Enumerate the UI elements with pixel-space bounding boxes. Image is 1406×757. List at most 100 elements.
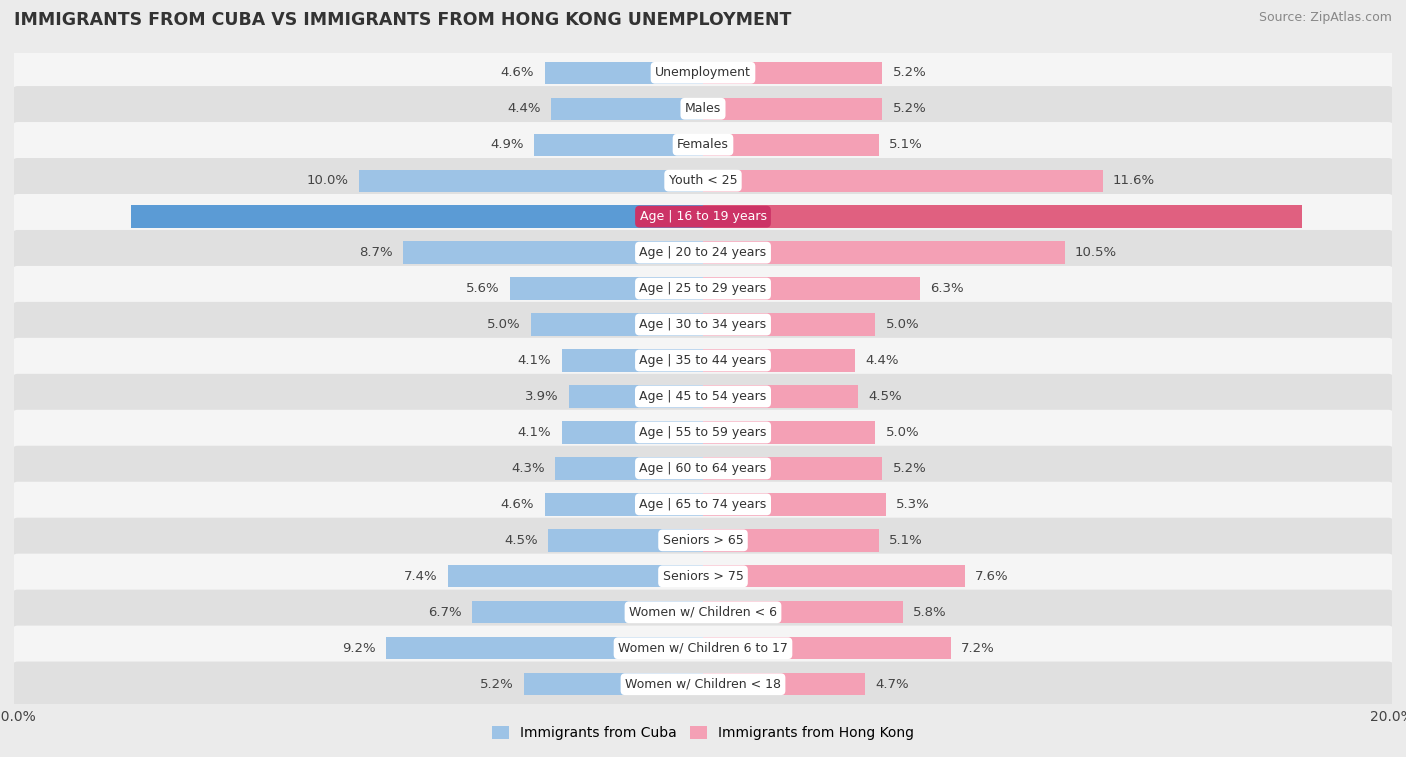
Text: 17.4%: 17.4% bbox=[713, 210, 759, 223]
Text: 5.0%: 5.0% bbox=[886, 318, 920, 331]
Bar bbox=[703, 133, 879, 156]
Text: 7.2%: 7.2% bbox=[962, 642, 995, 655]
Text: 4.6%: 4.6% bbox=[501, 67, 534, 79]
Bar bbox=[472, 601, 703, 624]
Bar bbox=[703, 565, 965, 587]
Text: Age | 16 to 19 years: Age | 16 to 19 years bbox=[640, 210, 766, 223]
Bar bbox=[568, 385, 703, 407]
FancyBboxPatch shape bbox=[13, 481, 1393, 527]
Bar bbox=[703, 385, 858, 407]
Text: Seniors > 65: Seniors > 65 bbox=[662, 534, 744, 547]
Text: 5.1%: 5.1% bbox=[889, 534, 922, 547]
Bar bbox=[359, 170, 703, 192]
Bar bbox=[703, 350, 855, 372]
FancyBboxPatch shape bbox=[13, 446, 1393, 491]
Text: 6.3%: 6.3% bbox=[931, 282, 965, 295]
FancyBboxPatch shape bbox=[13, 518, 1393, 563]
Text: 6.7%: 6.7% bbox=[429, 606, 461, 618]
Bar bbox=[531, 313, 703, 335]
Text: Age | 65 to 74 years: Age | 65 to 74 years bbox=[640, 498, 766, 511]
Bar bbox=[703, 205, 1302, 228]
Bar bbox=[562, 350, 703, 372]
Text: 16.6%: 16.6% bbox=[647, 210, 693, 223]
Text: Females: Females bbox=[678, 139, 728, 151]
FancyBboxPatch shape bbox=[13, 50, 1393, 95]
Text: 5.2%: 5.2% bbox=[893, 462, 927, 475]
Text: 5.8%: 5.8% bbox=[912, 606, 946, 618]
Text: IMMIGRANTS FROM CUBA VS IMMIGRANTS FROM HONG KONG UNEMPLOYMENT: IMMIGRANTS FROM CUBA VS IMMIGRANTS FROM … bbox=[14, 11, 792, 30]
Bar bbox=[524, 673, 703, 696]
Bar bbox=[703, 422, 875, 444]
Text: 10.0%: 10.0% bbox=[307, 174, 349, 187]
Text: Males: Males bbox=[685, 102, 721, 115]
Text: 5.2%: 5.2% bbox=[893, 102, 927, 115]
FancyBboxPatch shape bbox=[13, 302, 1393, 347]
Text: 4.5%: 4.5% bbox=[869, 390, 903, 403]
Bar bbox=[703, 494, 886, 516]
Bar bbox=[703, 241, 1064, 263]
Bar bbox=[703, 277, 920, 300]
Bar bbox=[544, 494, 703, 516]
Legend: Immigrants from Cuba, Immigrants from Hong Kong: Immigrants from Cuba, Immigrants from Ho… bbox=[486, 721, 920, 746]
Bar bbox=[534, 133, 703, 156]
FancyBboxPatch shape bbox=[13, 338, 1393, 383]
Text: 4.1%: 4.1% bbox=[517, 426, 551, 439]
Text: 7.6%: 7.6% bbox=[976, 570, 1008, 583]
Text: 5.0%: 5.0% bbox=[486, 318, 520, 331]
Text: 5.6%: 5.6% bbox=[467, 282, 499, 295]
Bar bbox=[703, 601, 903, 624]
Bar bbox=[404, 241, 703, 263]
Text: Unemployment: Unemployment bbox=[655, 67, 751, 79]
Text: Source: ZipAtlas.com: Source: ZipAtlas.com bbox=[1258, 11, 1392, 24]
FancyBboxPatch shape bbox=[13, 553, 1393, 599]
Text: 5.2%: 5.2% bbox=[893, 67, 927, 79]
Text: 4.4%: 4.4% bbox=[865, 354, 898, 367]
Text: 5.0%: 5.0% bbox=[886, 426, 920, 439]
Bar bbox=[703, 61, 882, 84]
FancyBboxPatch shape bbox=[13, 86, 1393, 132]
FancyBboxPatch shape bbox=[13, 158, 1393, 204]
Text: 4.1%: 4.1% bbox=[517, 354, 551, 367]
Bar bbox=[131, 205, 703, 228]
Text: 3.9%: 3.9% bbox=[524, 390, 558, 403]
Bar bbox=[562, 422, 703, 444]
Bar bbox=[548, 529, 703, 552]
Text: 4.7%: 4.7% bbox=[875, 678, 908, 690]
Text: Women w/ Children < 6: Women w/ Children < 6 bbox=[628, 606, 778, 618]
Bar bbox=[703, 637, 950, 659]
Bar bbox=[703, 529, 879, 552]
FancyBboxPatch shape bbox=[13, 662, 1393, 707]
Text: 4.6%: 4.6% bbox=[501, 498, 534, 511]
Text: Age | 30 to 34 years: Age | 30 to 34 years bbox=[640, 318, 766, 331]
Text: 4.4%: 4.4% bbox=[508, 102, 541, 115]
Bar bbox=[703, 98, 882, 120]
Text: 9.2%: 9.2% bbox=[342, 642, 375, 655]
Bar bbox=[551, 98, 703, 120]
Bar bbox=[449, 565, 703, 587]
Text: 5.3%: 5.3% bbox=[896, 498, 929, 511]
FancyBboxPatch shape bbox=[13, 122, 1393, 167]
Text: 11.6%: 11.6% bbox=[1114, 174, 1156, 187]
Bar bbox=[703, 673, 865, 696]
FancyBboxPatch shape bbox=[13, 266, 1393, 311]
Text: Age | 35 to 44 years: Age | 35 to 44 years bbox=[640, 354, 766, 367]
Text: Age | 55 to 59 years: Age | 55 to 59 years bbox=[640, 426, 766, 439]
FancyBboxPatch shape bbox=[13, 194, 1393, 239]
Bar bbox=[703, 457, 882, 480]
Bar bbox=[555, 457, 703, 480]
Text: Women w/ Children 6 to 17: Women w/ Children 6 to 17 bbox=[619, 642, 787, 655]
Bar bbox=[703, 170, 1102, 192]
Text: 10.5%: 10.5% bbox=[1076, 246, 1118, 259]
Text: Age | 20 to 24 years: Age | 20 to 24 years bbox=[640, 246, 766, 259]
FancyBboxPatch shape bbox=[13, 625, 1393, 671]
Text: 8.7%: 8.7% bbox=[360, 246, 392, 259]
Bar bbox=[544, 61, 703, 84]
Text: 5.1%: 5.1% bbox=[889, 139, 922, 151]
Text: Seniors > 75: Seniors > 75 bbox=[662, 570, 744, 583]
Text: Youth < 25: Youth < 25 bbox=[669, 174, 737, 187]
Bar bbox=[387, 637, 703, 659]
FancyBboxPatch shape bbox=[13, 590, 1393, 635]
Bar bbox=[510, 277, 703, 300]
Text: Age | 25 to 29 years: Age | 25 to 29 years bbox=[640, 282, 766, 295]
Text: 4.9%: 4.9% bbox=[491, 139, 524, 151]
